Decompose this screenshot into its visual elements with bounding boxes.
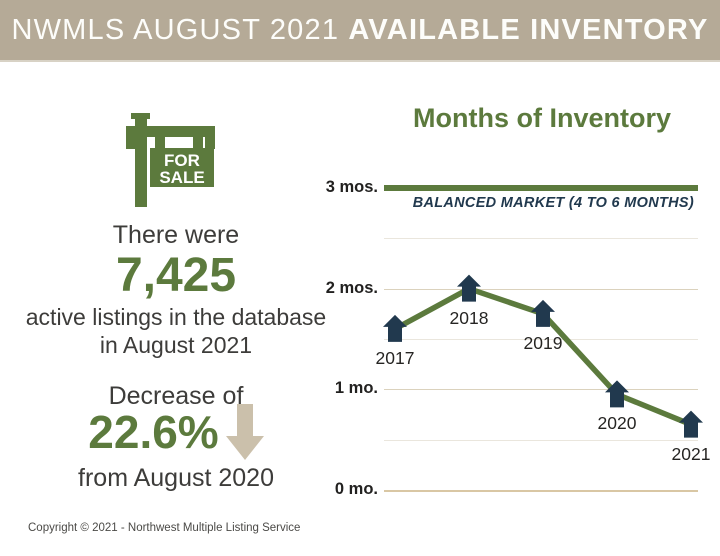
year-label: 2018 — [449, 307, 489, 328]
minor-gridline — [384, 439, 698, 441]
major-gridline — [384, 389, 698, 391]
chart-title: Months of Inventory — [413, 103, 671, 133]
sign-post — [135, 117, 147, 207]
summary-description-line1: active listings in the database — [25, 304, 327, 330]
summary-intro: There were — [112, 221, 240, 249]
copyright-text: Copyright © 2021 - Northwest Multiple Li… — [28, 522, 301, 534]
year-label: 2021 — [671, 443, 711, 464]
sign-panel — [150, 148, 214, 187]
sign-text-line1: FOR — [164, 151, 200, 170]
major-gridline — [384, 490, 698, 492]
for-sale-sign-icon: FOR SALE — [126, 113, 215, 207]
sign-text-line2: SALE — [159, 168, 204, 187]
house-icon — [383, 314, 407, 342]
sign-hanger-right — [193, 137, 203, 149]
sign-crossbar-left-drop — [126, 137, 136, 149]
active-listings-count: 7,425 — [115, 249, 237, 302]
change-label: Decrease of — [108, 382, 244, 410]
header-title-prefix: NWMLS AUGUST 2021 — [11, 13, 349, 46]
sign-post-cap — [131, 113, 150, 119]
y-axis-tick-label: 2 mos. — [325, 278, 378, 297]
sign-crossbar — [126, 126, 215, 137]
y-axis-tick-label: 3 mos. — [325, 178, 378, 196]
minor-gridline — [384, 238, 698, 240]
down-arrow-icon — [225, 404, 264, 460]
change-percentage: 22.6% — [88, 406, 219, 458]
y-axis-tick-label: 0 mo. — [334, 480, 378, 498]
year-label: 2017 — [375, 347, 415, 368]
change-row: 22.6% — [0, 404, 352, 460]
balanced-market-reference-line — [384, 185, 698, 191]
year-label: 2019 — [523, 332, 563, 353]
summary-description-line2: in August 2021 — [99, 332, 253, 358]
y-axis-tick-label: 1 mo. — [334, 379, 378, 398]
house-icon — [605, 380, 629, 408]
house-icon — [531, 299, 555, 327]
header-title-emphasis: AVAILABLE INVENTORY — [348, 13, 709, 46]
major-gridline — [384, 288, 698, 290]
balanced-market-annotation: BALANCED MARKET (4 TO 6 MONTHS) — [412, 195, 694, 211]
sign-hanger-left — [155, 137, 165, 149]
header-banner: NWMLS AUGUST 2021 AVAILABLE INVENTORY — [0, 0, 720, 62]
house-icon — [679, 410, 703, 438]
sign-crossbar-right-drop — [205, 137, 215, 149]
change-reference: from August 2020 — [78, 464, 274, 492]
year-label: 2020 — [597, 413, 637, 434]
